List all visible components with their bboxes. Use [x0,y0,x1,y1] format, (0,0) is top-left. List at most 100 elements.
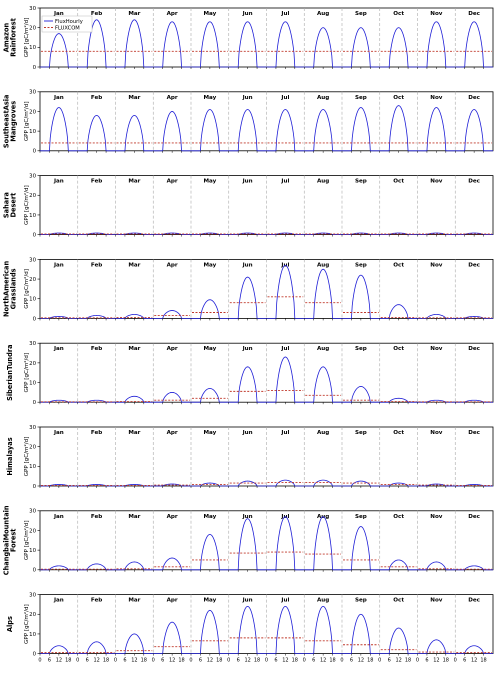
month-label: Mar [128,11,140,17]
hourly-series-line [153,21,191,68]
hourly-series-line [153,310,191,319]
month-label: Dec [468,11,480,17]
x-tick-label: 12 [471,658,477,664]
hourly-series-line [115,314,154,319]
panel-3: Jan Feb Mar Apr May Jun Jul Aug Sep Oct Nov Dec 0 10 2… [2,174,494,239]
x-tick-label: 6 [274,658,277,664]
month-label: Sep [355,346,367,352]
hourly-series-line [191,609,229,654]
month-label: Dec [468,95,480,101]
row-label: Sahara [2,192,10,218]
month-label: May [203,95,216,101]
y-tick-label: 20 [29,109,36,115]
x-tick-label: 12 [433,658,439,664]
month-label: Nov [430,430,443,436]
x-tick-label: 0 [114,658,117,664]
x-tick-label: 6 [463,658,466,664]
month-label: Jan [53,95,64,101]
month-label: Aug [317,95,329,101]
y-tick-label: 20 [29,528,36,534]
month-label: Feb [91,430,102,436]
month-label: Apr [167,95,178,101]
hourly-series-line [77,19,116,68]
month-label: Sep [355,598,367,604]
hourly-series-line [228,21,267,68]
row-label: NorthAmerican [2,261,10,317]
y-axis-label: GPP [gC/m²/d] [23,18,30,58]
x-tick-label: 12 [56,658,62,664]
y-tick-label: 30 [29,425,36,431]
month-label: Oct [393,262,404,268]
hourly-series-line [455,565,493,571]
hourly-series-line [228,480,267,487]
panel-frame [39,510,494,571]
hourly-series-line [153,391,191,403]
month-label: Jun [242,346,253,352]
month-label: Oct [393,598,404,604]
row-label: Alps [6,616,14,632]
month-label: Jun [242,598,253,604]
panel-1: Jan Feb Mar Apr May Jun Jul Aug Sep Oct Nov Dec 0 10 2… [2,6,494,71]
month-label: Feb [91,514,102,520]
x-tick-label: 6 [237,658,240,664]
hourly-series-line [191,109,229,152]
x-tick-label: 12 [244,658,250,664]
x-tick-label: 18 [254,658,260,664]
row-label: ChangbaiMountain [2,505,10,575]
month-label: Sep [355,430,367,436]
month-label: Jun [242,95,253,101]
hourly-series-line [228,366,267,403]
hourly-series-line [40,107,78,152]
row-label: Forest [10,529,18,553]
x-tick-label: 18 [292,658,298,664]
y-axis-label: GPP [gC/m²/d] [23,185,30,225]
month-label: Jan [53,514,64,520]
month-label: Jun [242,514,253,520]
panel-frame [39,594,494,654]
y-axis-label: GPP [gC/m²/d] [23,269,30,309]
month-label: Feb [91,346,102,352]
hourly-series-line [417,483,456,487]
hourly-series-line [77,641,116,654]
x-tick-label: 12 [282,658,288,664]
month-label: Aug [317,11,329,17]
month-label: Nov [430,346,443,352]
month-label: Jul [280,95,289,101]
hourly-series-line [417,561,456,571]
hourly-series-line [115,633,154,654]
month-label: May [203,598,216,604]
x-tick-label: 18 [405,658,411,664]
hourly-series-line [455,21,493,68]
month-label: Aug [317,179,329,185]
y-axis-label: GPP [gC/m²/d] [23,101,30,141]
hourly-series-line [228,605,267,654]
hourly-series-line [115,232,154,235]
x-tick-label: 18 [141,658,147,664]
hourly-series-line [115,114,154,152]
hourly-series-line [266,516,305,571]
month-label: May [203,11,216,17]
panel-2: Jan Feb Mar Apr May Jun Jul Aug Sep Oct Nov Dec 0 10 2… [2,90,494,155]
month-label: Feb [91,179,102,185]
row-label: Amazon [2,22,10,52]
x-tick-label: 6 [123,658,126,664]
month-label: Feb [91,262,102,268]
row-label: Grasslands [10,268,18,309]
hourly-series-line [342,107,380,152]
panel-4: Jan Feb Mar Apr May Jun Jul Aug Sep Oct Nov Dec0102… [2,257,494,322]
hourly-series-line [342,480,380,487]
y-axis-label: GPP [gC/m²/d] [23,604,30,644]
y-tick-label: 30 [29,509,36,515]
hourly-series-line [455,316,493,319]
month-label: Oct [393,95,404,101]
month-label: Oct [393,430,404,436]
x-tick-label: 18 [443,658,449,664]
month-label: Apr [167,346,178,352]
y-axis-label: GPP [gC/m²/d] [23,520,30,560]
hourly-series-line [77,315,116,319]
hourly-series-line [417,639,456,654]
hourly-series-line [40,484,78,487]
month-label: Mar [128,179,140,185]
x-tick-label: 12 [131,658,137,664]
x-tick-label: 0 [76,658,79,664]
